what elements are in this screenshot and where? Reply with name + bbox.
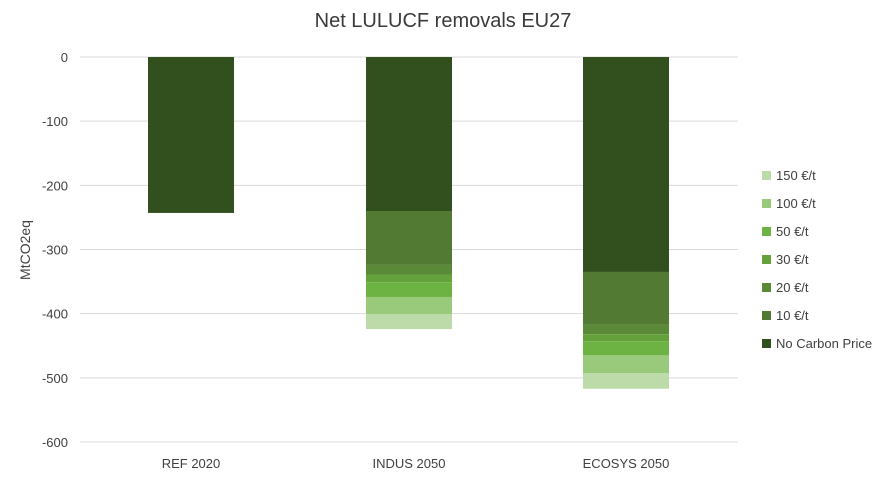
legend-item: No Carbon Price bbox=[762, 336, 872, 351]
legend-label: 100 €/t bbox=[776, 196, 816, 211]
bar-segment bbox=[366, 57, 452, 211]
legend-swatch bbox=[762, 255, 771, 264]
bar-segment bbox=[583, 271, 669, 325]
bar-segment bbox=[366, 274, 452, 283]
legend-item: 10 €/t bbox=[762, 308, 809, 323]
x-category-label: ECOSYS 2050 bbox=[583, 456, 670, 471]
legend-label: 150 €/t bbox=[776, 168, 816, 183]
legend-item: 100 €/t bbox=[762, 196, 816, 211]
bar-segment bbox=[583, 373, 669, 389]
bar-segment bbox=[583, 57, 669, 272]
legend-label: 50 €/t bbox=[776, 224, 809, 239]
legend: 150 €/t 100 €/t 50 €/t 30 €/t 20 €/t 10 €/t No… bbox=[762, 168, 872, 351]
bar-segment bbox=[583, 324, 669, 335]
legend-swatch bbox=[762, 283, 771, 292]
bar-segment bbox=[366, 264, 452, 275]
bar-segment bbox=[148, 57, 234, 213]
bar-segment bbox=[366, 211, 452, 265]
y-axis-label: MtCO2eq bbox=[17, 220, 33, 280]
y-tick-label: -300 bbox=[42, 243, 68, 258]
legend-item: 20 €/t bbox=[762, 280, 809, 295]
bar-segment bbox=[583, 341, 669, 356]
y-tick-label: -400 bbox=[42, 307, 68, 322]
legend-label: 20 €/t bbox=[776, 280, 809, 295]
legend-swatch bbox=[762, 171, 771, 180]
legend-item: 30 €/t bbox=[762, 252, 809, 267]
y-tick-label: 0 bbox=[61, 50, 68, 65]
bar-segment bbox=[366, 314, 452, 330]
legend-swatch bbox=[762, 199, 771, 208]
chart-title: Net LULUCF removals EU27 bbox=[315, 10, 572, 32]
bar-segment bbox=[366, 282, 452, 297]
bar-segment bbox=[366, 296, 452, 315]
bar-segment bbox=[583, 334, 669, 342]
y-tick-label: -200 bbox=[42, 178, 68, 193]
y-tick-label: -500 bbox=[42, 371, 68, 386]
y-tick-label: -100 bbox=[42, 114, 68, 129]
legend-swatch bbox=[762, 339, 771, 348]
legend-label: 10 €/t bbox=[776, 308, 809, 323]
y-tick-labels: 0 -100 -200 -300 -400 -500 -600 bbox=[42, 50, 68, 450]
legend-item: 150 €/t bbox=[762, 168, 816, 183]
legend-label: 30 €/t bbox=[776, 252, 809, 267]
bars bbox=[148, 57, 669, 389]
x-category-label: REF 2020 bbox=[162, 456, 221, 471]
x-category-label: INDUS 2050 bbox=[373, 456, 446, 471]
bar-segment bbox=[583, 355, 669, 374]
legend-item: 50 €/t bbox=[762, 224, 809, 239]
legend-swatch bbox=[762, 311, 771, 320]
y-tick-label: -600 bbox=[42, 435, 68, 450]
legend-swatch bbox=[762, 227, 771, 236]
legend-label: No Carbon Price bbox=[776, 336, 872, 351]
x-category-labels: REF 2020 INDUS 2050 ECOSYS 2050 bbox=[162, 456, 670, 471]
